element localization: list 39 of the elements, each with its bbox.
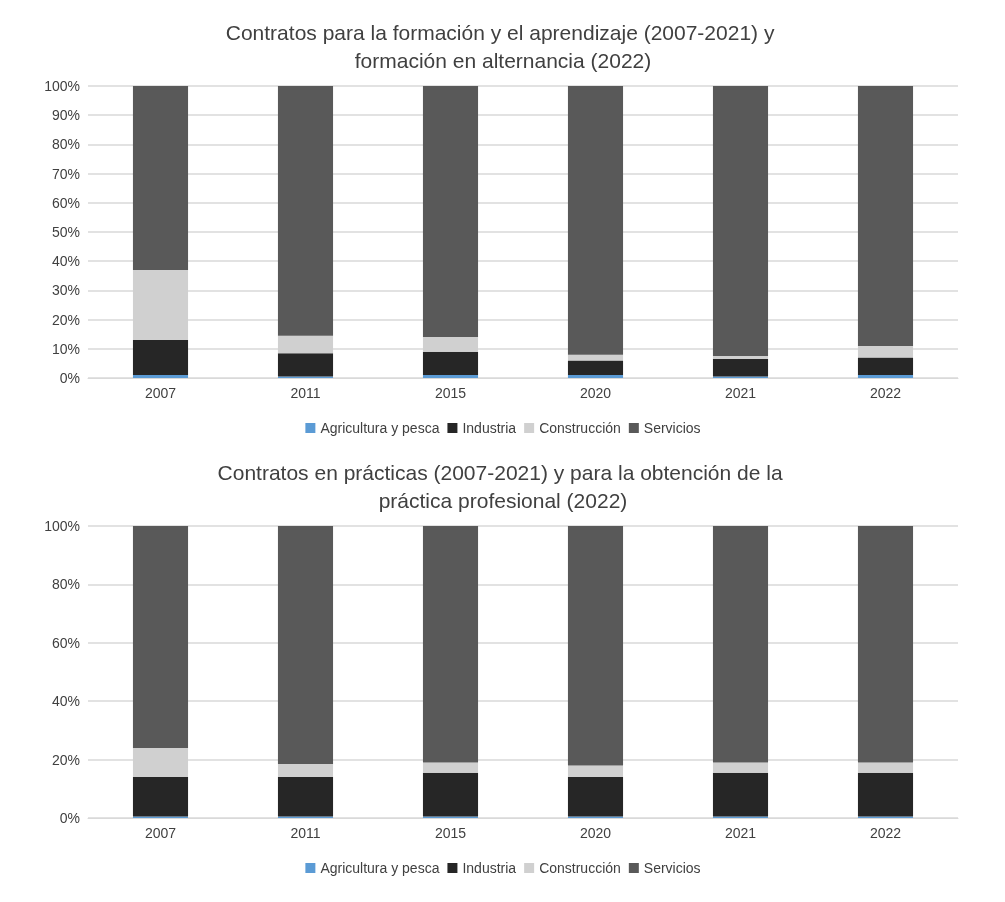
y-tick-label: 80% — [51, 136, 80, 153]
y-tick-label: 90% — [51, 107, 80, 124]
y-tick-label: 0% — [59, 370, 80, 386]
legend-label: Agricultura y pesca — [320, 860, 440, 876]
y-tick-label: 60% — [51, 634, 80, 651]
y-tick-label: 60% — [51, 194, 80, 211]
x-tick-label: 2011 — [290, 385, 321, 401]
x-tick-label: 2015 — [434, 385, 467, 401]
legend-label: Servicios — [643, 860, 701, 876]
legend-label: Industria — [462, 860, 517, 876]
y-tick-label: 40% — [51, 693, 80, 710]
y-tick-label: 40% — [51, 253, 80, 270]
legend-label: Agricultura y pesca — [320, 420, 440, 436]
legend-label: Servicios — [643, 420, 701, 436]
x-tick-label: 2021 — [724, 825, 757, 841]
x-tick-label: 2007 — [144, 825, 177, 841]
y-tick-label: 10% — [51, 340, 80, 357]
x-tick-label: 2020 — [579, 385, 612, 401]
y-tick-label: 80% — [51, 576, 80, 593]
x-tick-label: 2007 — [144, 385, 177, 401]
y-tick-label: 20% — [51, 311, 80, 328]
y-tick-label: 100% — [44, 518, 80, 534]
legend-label: Construcción — [539, 860, 621, 876]
y-tick-label: 0% — [59, 810, 80, 826]
y-tick-label: 50% — [51, 224, 80, 240]
x-tick-label: 2015 — [434, 825, 467, 841]
y-tick-label: 100% — [44, 78, 80, 94]
y-tick-label: 70% — [51, 165, 80, 182]
y-tick-label: 20% — [51, 751, 80, 768]
x-tick-label: 2021 — [724, 385, 757, 401]
chart-title: Contratos en prácticas (2007-2021) y para la obtención de la práctica profesional (2022) — [217, 460, 789, 512]
y-tick-label: 30% — [51, 282, 80, 299]
legend-label: Industria — [462, 420, 517, 436]
legend-label: Construcción — [539, 420, 621, 436]
x-tick-label: 2022 — [869, 825, 902, 841]
x-tick-label: 2011 — [290, 825, 321, 841]
x-tick-label: 2022 — [869, 385, 902, 401]
x-tick-label: 2020 — [579, 825, 612, 841]
chart-title: Contratos para la formación y el aprendizaje (2007-2021) y formación en alternancia (2022) — [225, 20, 781, 72]
